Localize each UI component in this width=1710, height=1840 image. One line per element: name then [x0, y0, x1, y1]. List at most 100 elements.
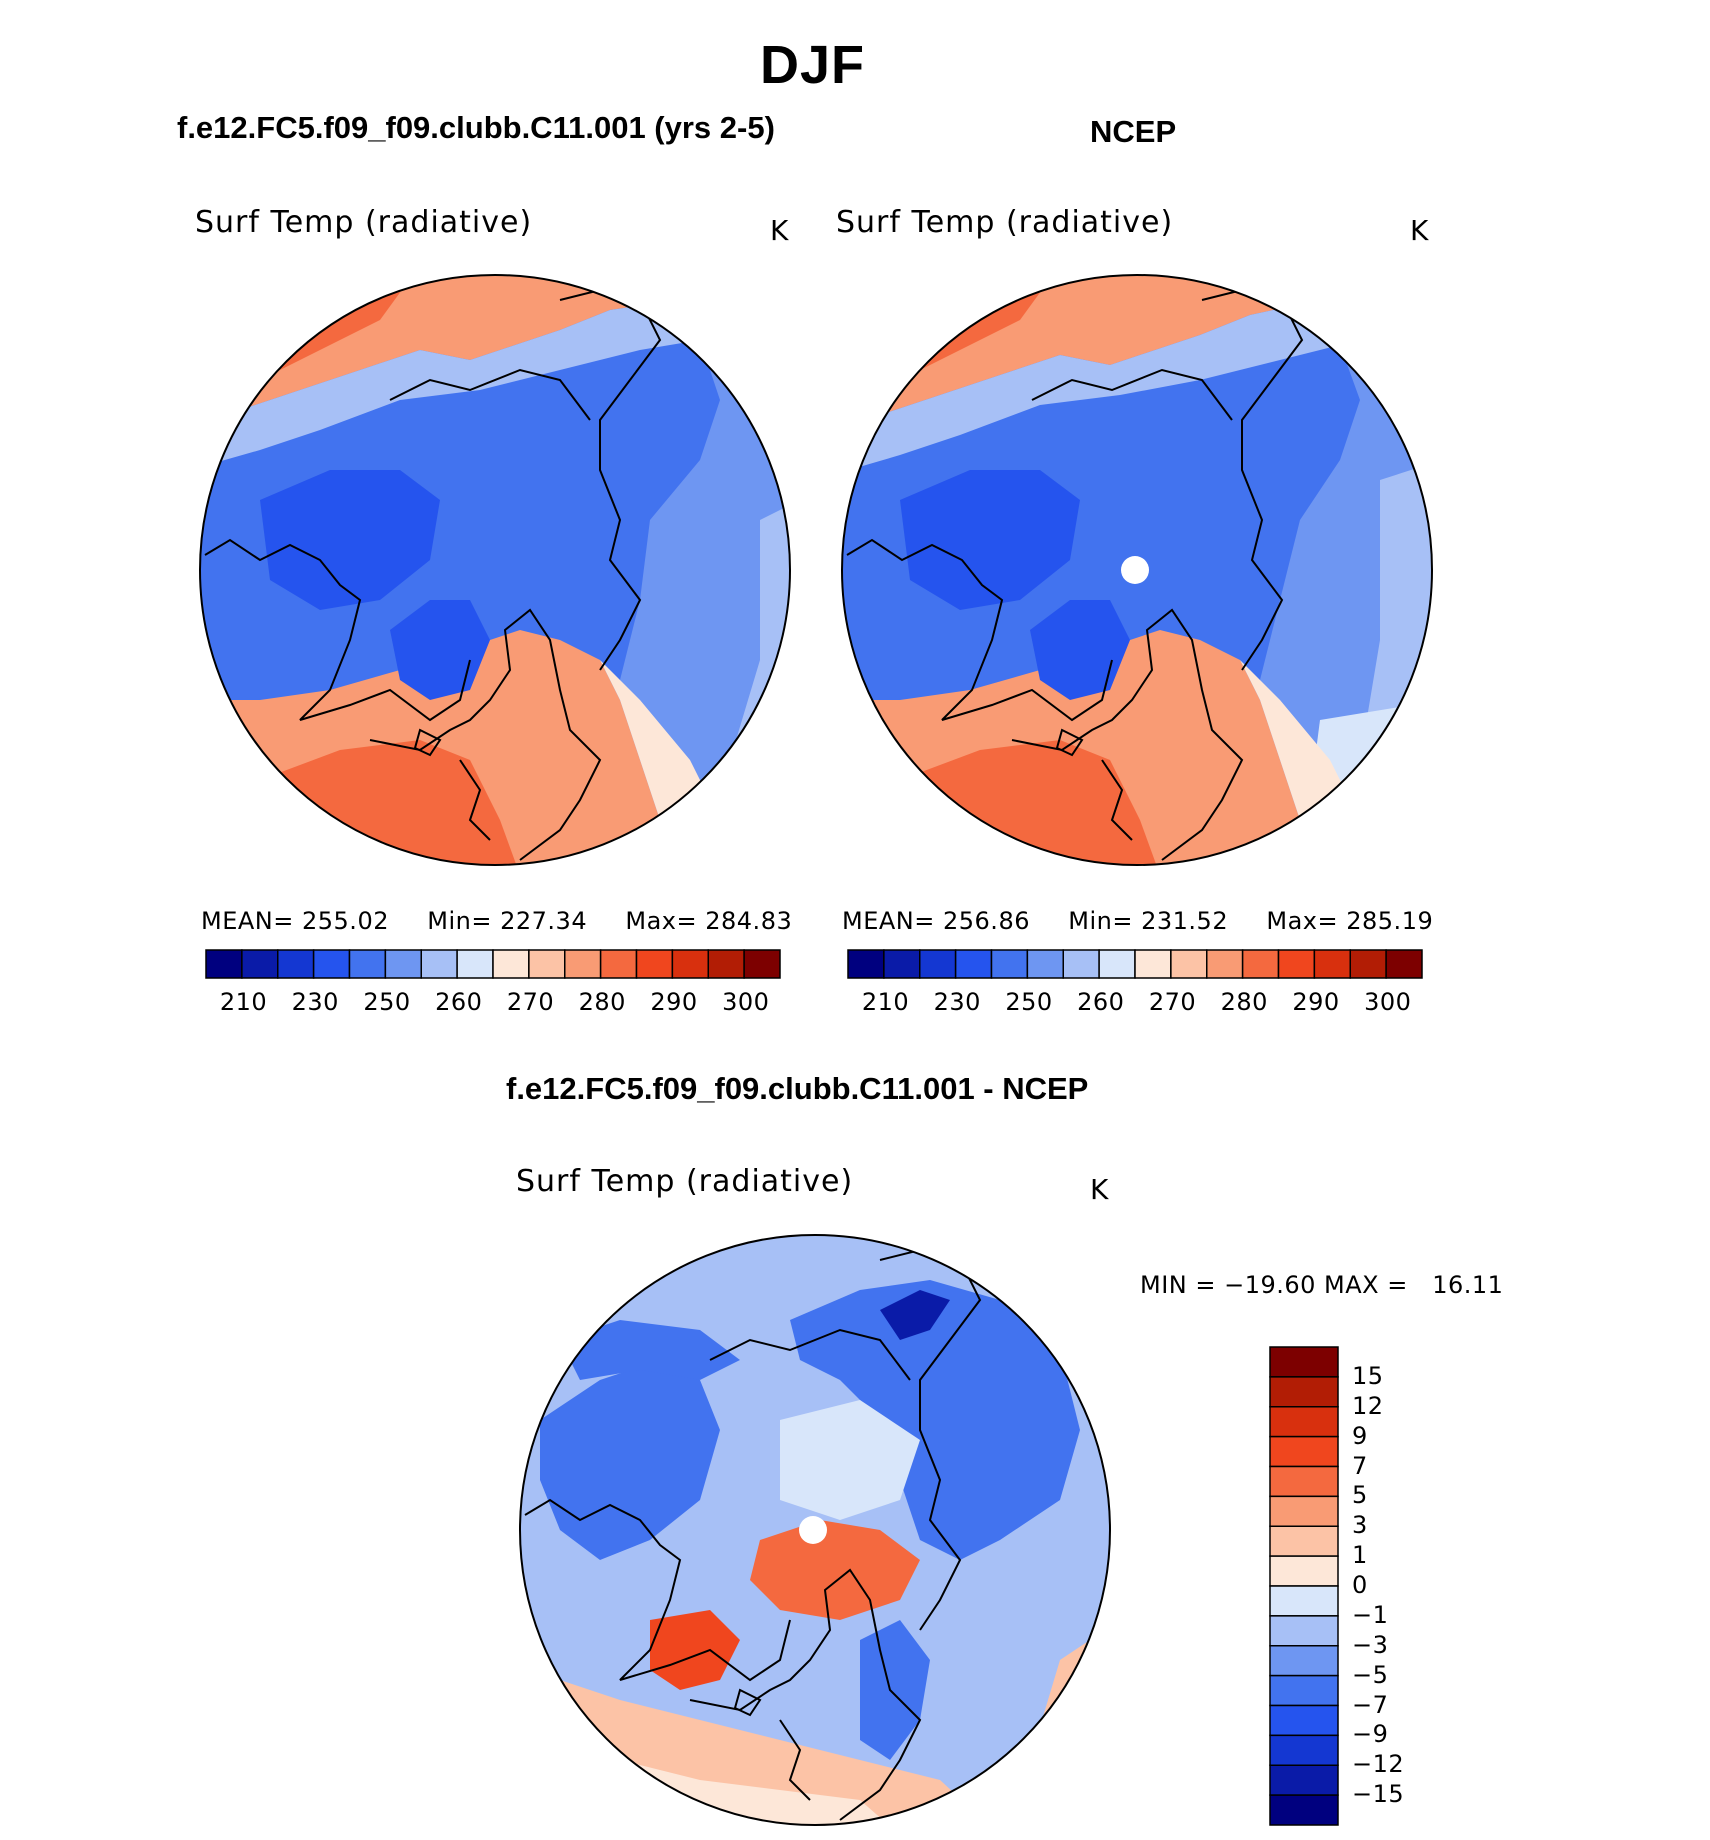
colorbar-tick-label: 280: [578, 988, 626, 1016]
colorbar-swatch: [1026, 949, 1064, 979]
colorbar-tick-label: 3: [1352, 1511, 1368, 1540]
panel3-variable-label: Surf Temp (radiative): [516, 1164, 854, 1199]
panel2-stats: MEAN= 256.86 Min= 231.52 Max= 285.19: [842, 907, 1433, 935]
colorbar-tick-label: 7: [1352, 1451, 1368, 1480]
colorbar-swatch: [1269, 1346, 1339, 1378]
colorbar-swatch: [528, 949, 566, 979]
panel1-stats: MEAN= 255.02 Min= 227.34 Max= 284.83: [201, 907, 792, 935]
panel2-variable-label: Surf Temp (radiative): [836, 205, 1174, 240]
colorbar-tick-label: 250: [1005, 988, 1053, 1016]
panel3-field-pale-center: [780, 1400, 920, 1520]
panel3-field-cold-asia-core: [880, 1290, 950, 1340]
panel2-pole-hole: [1121, 556, 1149, 584]
panel1-field-cold-canada: [260, 470, 440, 610]
colorbar-swatch: [564, 949, 602, 979]
panel1-variable-label: Surf Temp (radiative): [195, 205, 533, 240]
colorbar-tick-label: 230: [933, 988, 981, 1016]
panel2-mean-value: 256.86: [943, 907, 1030, 935]
panel1-colorbar: [205, 949, 781, 979]
panel1-field-transition-pacific: [200, 275, 760, 470]
colorbar-tick-label: 12: [1352, 1391, 1384, 1420]
colorbar-tick-label: 1: [1352, 1541, 1368, 1570]
colorbar-swatch: [1385, 949, 1423, 979]
panel3-field-cold-west: [560, 1320, 740, 1380]
colorbar-swatch: [599, 949, 638, 979]
colorbar-swatch: [1269, 1764, 1339, 1796]
colorbar-swatch: [1269, 1376, 1339, 1408]
colorbar-swatch: [492, 949, 530, 979]
panel3-field-cold-canada: [540, 1360, 720, 1560]
colorbar-swatch: [635, 949, 674, 979]
colorbar-swatch: [1269, 1585, 1339, 1617]
colorbar-tick-label: −3: [1352, 1630, 1389, 1659]
diff-case-title: f.e12.FC5.f09_f09.clubb.C11.001 - NCEP: [506, 1071, 1089, 1106]
panel1-mean-value: 255.02: [302, 907, 389, 935]
colorbar-swatch: [241, 949, 279, 979]
panel1-max-label: Max=: [625, 907, 698, 935]
colorbar-tick-label: 280: [1220, 988, 1268, 1016]
colorbar-swatch: [1313, 949, 1351, 979]
panel2-field-transition-pacific: [842, 275, 1400, 475]
panel3-field-cold-asia: [790, 1280, 1080, 1560]
panel3-minmax-stats: MIN = −19.60 MAX = 16.11: [1140, 1271, 1504, 1299]
colorbar-swatch: [707, 949, 745, 979]
colorbar-swatch: [1269, 1525, 1339, 1557]
colorbar-tick-label: −9: [1352, 1720, 1389, 1749]
colorbar-swatch: [348, 949, 387, 979]
panel1-map-border: [199, 274, 791, 866]
panel1-units-label: K: [770, 214, 789, 247]
colorbar-swatch: [205, 949, 243, 979]
colorbar-swatch: [1170, 949, 1208, 979]
colorbar-swatch: [743, 949, 781, 979]
panel2-map-border: [841, 274, 1433, 866]
colorbar-tick-label: 300: [722, 988, 770, 1016]
panel1-map: [200, 275, 790, 865]
colorbar-swatch: [954, 949, 993, 979]
colorbar-swatch: [1241, 949, 1280, 979]
colorbar-tick-label: 250: [363, 988, 411, 1016]
left-case-title: f.e12.FC5.f09_f09.clubb.C11.001 (yrs 2-5…: [177, 110, 775, 145]
panel1-field-cold-greenland: [390, 600, 490, 700]
colorbar-swatch: [1134, 949, 1172, 979]
colorbar-tick-label: −7: [1352, 1690, 1389, 1719]
panel3-map: [520, 1235, 1110, 1825]
panel1-coastlines: [204, 288, 662, 861]
colorbar-tick-label: 210: [861, 988, 910, 1016]
panel2-field-cold-canada: [900, 470, 1080, 610]
colorbar-swatch: [312, 949, 351, 979]
panel3-units-label: K: [1090, 1173, 1109, 1206]
colorbar-tick-label: 230: [291, 988, 339, 1016]
colorbar-swatch: [1062, 949, 1100, 979]
colorbar-swatch: [1269, 1555, 1339, 1587]
panel2-mean-label: MEAN=: [842, 907, 935, 935]
colorbar-swatch: [1269, 1406, 1339, 1438]
colorbar-swatch: [1277, 949, 1316, 979]
panel2-min-label: Min=: [1068, 907, 1133, 935]
colorbar-tick-label: 15: [1352, 1361, 1384, 1390]
colorbar-tick-label: 290: [1292, 988, 1340, 1016]
panel1-mean-label: MEAN=: [201, 907, 294, 935]
colorbar-tick-label: 270: [1148, 988, 1197, 1016]
panel3-field-warm-greenland: [650, 1610, 740, 1690]
colorbar-swatch: [384, 949, 422, 979]
colorbar-swatch: [1349, 949, 1387, 979]
panel3-map-border: [519, 1234, 1111, 1826]
colorbar-tick-label: 9: [1352, 1421, 1368, 1450]
colorbar-tick-label: 300: [1364, 988, 1412, 1016]
colorbar-swatch: [1269, 1615, 1339, 1647]
panel1-min-label: Min=: [427, 907, 492, 935]
colorbar-tick-label: 0: [1352, 1571, 1368, 1599]
panel2-max-label: Max=: [1266, 907, 1339, 935]
colorbar-tick-label: 210: [219, 988, 268, 1016]
colorbar-swatch: [1269, 1495, 1339, 1527]
colorbar-swatch: [1269, 1704, 1339, 1737]
colorbar-tick-label: 290: [650, 988, 698, 1016]
panel3-pole-hole: [799, 1516, 827, 1544]
main-title: DJF: [760, 35, 866, 95]
colorbar-tick-label: 260: [435, 988, 483, 1016]
panel2-field-cold-greenland: [1030, 600, 1130, 700]
right-case-title: NCEP: [1090, 114, 1177, 149]
panel1-min-value: 227.34: [500, 907, 588, 935]
colorbar-swatch: [919, 949, 957, 979]
